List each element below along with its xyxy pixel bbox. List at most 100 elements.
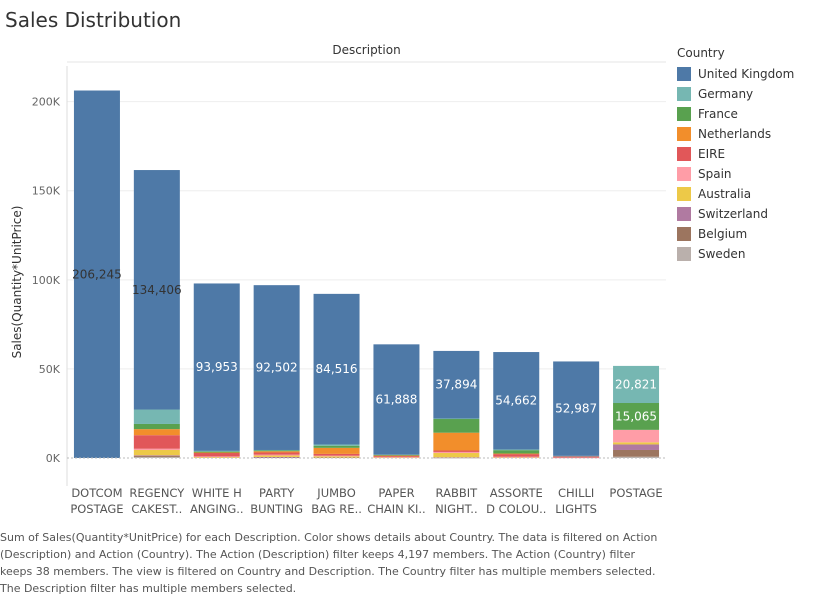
bar-segment[interactable] (133, 448, 180, 450)
bar-segment[interactable] (253, 450, 300, 452)
bar-segment[interactable] (553, 361, 600, 456)
y-tick-label: 50K (39, 363, 61, 376)
legend-item[interactable]: France (677, 104, 813, 124)
bar-segment[interactable] (253, 454, 300, 456)
bar-segment[interactable] (253, 455, 300, 457)
bar-segment[interactable] (253, 452, 300, 455)
bar-segment[interactable] (193, 450, 240, 452)
bar-segment[interactable] (193, 452, 240, 457)
bar-segment[interactable] (433, 350, 480, 419)
bar-segment[interactable] (613, 449, 660, 457)
legend-label: Netherlands (698, 127, 772, 141)
bar-segment[interactable] (313, 455, 360, 457)
bar-segment[interactable] (133, 429, 180, 436)
bar-stack[interactable] (613, 365, 660, 458)
bar-segment[interactable] (493, 450, 540, 454)
bar-segment[interactable] (433, 450, 480, 452)
bar-segment[interactable] (253, 285, 300, 450)
legend-item[interactable]: Netherlands (677, 124, 813, 144)
bar-stack[interactable] (553, 361, 600, 459)
legend-item[interactable]: Germany (677, 84, 813, 104)
stacked-bar-chart[interactable]: 206,245 134,406 93,953 92,502 84,516 61,888 37… (0, 40, 670, 528)
bar-segment[interactable] (193, 283, 240, 451)
legend-label: France (698, 107, 738, 121)
bar-segment[interactable] (313, 293, 360, 445)
bar-segment[interactable] (313, 453, 360, 456)
bar-segment[interactable] (493, 352, 540, 450)
bar-segment[interactable] (193, 452, 240, 454)
data-label: 15,065 (615, 409, 657, 423)
legend-item[interactable]: Spain (677, 164, 813, 184)
bar-segment[interactable] (493, 456, 540, 458)
bar-segment[interactable] (373, 456, 420, 458)
bar-segment[interactable] (373, 456, 420, 457)
legend-item[interactable]: Sweden (677, 244, 813, 264)
bar-stack[interactable] (313, 293, 360, 459)
bar-stack[interactable] (193, 283, 240, 458)
bar-segment[interactable] (193, 451, 240, 453)
bar-segment[interactable] (133, 435, 180, 449)
bar-segment[interactable] (613, 442, 660, 445)
bar-segment[interactable] (493, 453, 540, 455)
column-header: Description (332, 43, 400, 57)
x-tick-label: ASSORTE D COLOU.. (486, 486, 546, 516)
data-labels: 206,245 134,406 93,953 92,502 84,516 61,888 37… (72, 267, 657, 423)
legend-title: Country (677, 46, 725, 60)
bar-segment[interactable] (613, 403, 660, 430)
legend-swatch (677, 227, 691, 241)
bar-segment[interactable] (253, 451, 300, 453)
bar-stack[interactable] (433, 350, 480, 459)
bar-segment[interactable] (433, 432, 480, 451)
bars[interactable] (73, 90, 660, 459)
bar-segment[interactable] (253, 456, 300, 458)
bar-segment[interactable] (373, 454, 420, 456)
bar-segment[interactable] (433, 453, 480, 458)
bar-segment[interactable] (613, 444, 660, 450)
data-label: 37,894 (435, 378, 477, 392)
bar-stack[interactable] (493, 352, 540, 459)
legend-items[interactable]: United Kingdom Germany France Netherlands EI… (677, 64, 813, 264)
bar-segment[interactable] (133, 423, 180, 430)
data-label: 206,245 (72, 267, 122, 281)
bar-segment[interactable] (313, 456, 360, 458)
bar-segment[interactable] (133, 409, 180, 424)
bar-stack[interactable] (73, 90, 120, 458)
bar-segment[interactable] (133, 455, 180, 457)
bar-segment[interactable] (133, 456, 180, 458)
bar-segment[interactable] (553, 455, 600, 457)
bar-segment[interactable] (613, 365, 660, 404)
bar-segment[interactable] (133, 449, 180, 456)
bar-segment[interactable] (433, 418, 480, 433)
bar-segment[interactable] (253, 449, 300, 451)
bar-segment[interactable] (373, 344, 420, 455)
legend-label: United Kingdom (698, 67, 795, 81)
chart-area[interactable]: 206,245 134,406 93,953 92,502 84,516 61,888 37… (0, 40, 670, 528)
bar-segment[interactable] (313, 445, 360, 448)
legend-item[interactable]: Belgium (677, 224, 813, 244)
bar-segment[interactable] (313, 447, 360, 454)
bar-segment[interactable] (313, 444, 360, 446)
bar-segment[interactable] (613, 456, 660, 458)
bar-segment[interactable] (613, 429, 660, 443)
legend-item[interactable]: Switzerland (677, 204, 813, 224)
chart-caption: Sum of Sales(Quantity*UnitPrice) for eac… (0, 531, 658, 595)
bar-stack[interactable] (133, 170, 180, 458)
bar-segment[interactable] (73, 90, 120, 458)
bar-segment[interactable] (373, 455, 420, 457)
x-tick-label: PARTY BUNTING (250, 486, 303, 516)
legend-item[interactable]: EIRE (677, 144, 813, 164)
bar-segment[interactable] (553, 456, 600, 458)
bar-segment[interactable] (193, 456, 240, 458)
legend-swatch (677, 87, 691, 101)
bar-stack[interactable] (253, 285, 300, 459)
legend-item[interactable]: Australia (677, 184, 813, 204)
bar-segment[interactable] (493, 454, 540, 457)
bar-segment[interactable] (133, 170, 180, 410)
bar-stack[interactable] (373, 344, 420, 459)
bar-segment[interactable] (373, 454, 420, 456)
legend-item[interactable]: United Kingdom (677, 64, 813, 84)
bar-segment[interactable] (493, 449, 540, 451)
bar-segment[interactable] (433, 451, 480, 454)
bar-segment[interactable] (433, 418, 480, 420)
legend[interactable]: Country United Kingdom Germany France Nethe… (677, 46, 813, 264)
